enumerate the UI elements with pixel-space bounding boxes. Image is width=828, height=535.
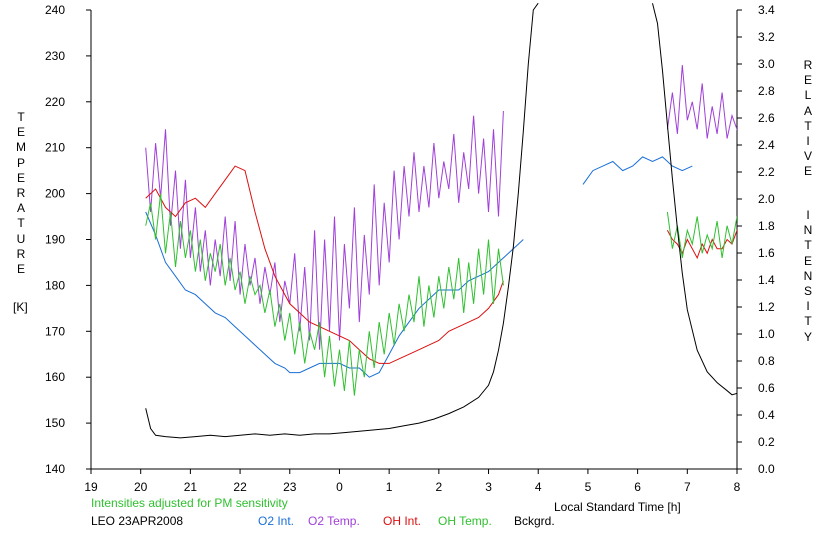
right-tick-label: 2.8 [758, 84, 775, 98]
legend-o2-temp: O2 Temp. [308, 514, 360, 528]
sensitivity-note: Intensities adjusted for PM sensitivity [91, 496, 288, 510]
right-axis-ticks: 0.0 0.2 0.4 0.6 0.8 1.0 1.2 1.4 1.6 1.8 2.0 2.2 2.4 2… [737, 3, 775, 476]
left-tick-label: 230 [45, 49, 65, 63]
left-tick-label: 240 [45, 3, 65, 17]
plot-frame [90, 10, 738, 470]
left-tick-label: 180 [45, 278, 65, 292]
x-tick-label: 7 [684, 480, 691, 494]
series-line-oh-int [145, 165, 504, 364]
x-tick-label: 2 [436, 480, 443, 494]
right-tick-label: 0.4 [758, 408, 775, 422]
left-tick-label: 200 [45, 187, 65, 201]
x-tick-label: 21 [184, 480, 198, 494]
x-tick-label: 4 [535, 480, 542, 494]
legend-o2-int: O2 Int. [258, 514, 295, 528]
left-tick-label: 170 [45, 324, 65, 338]
right-tick-label: 3.4 [758, 3, 775, 17]
left-tick-label: 210 [45, 141, 65, 155]
left-axis-unit: [K] [13, 300, 28, 314]
x-tick-label: 6 [634, 480, 641, 494]
right-tick-label: 0.2 [758, 435, 775, 449]
left-axis-ticks: 140 150 160 170 180 190 200 210 220 230 240 [45, 3, 91, 476]
left-tick-label: 150 [45, 416, 65, 430]
right-tick-label: 3.2 [758, 30, 775, 44]
left-tick-label: 190 [45, 233, 65, 247]
right-tick-label: 0.0 [758, 462, 775, 476]
x-axis-label: Local Standard Time [h] [554, 500, 681, 514]
right-tick-label: 0.8 [758, 354, 775, 368]
right-tick-label: 1.8 [758, 219, 775, 233]
x-tick-label: 22 [233, 480, 247, 494]
x-axis-ticks: 19 20 21 22 23 0 1 2 3 4 5 6 7 8 [84, 469, 741, 494]
right-tick-label: 1.0 [758, 327, 775, 341]
x-tick-label: 5 [585, 480, 592, 494]
right-tick-label: 1.2 [758, 300, 775, 314]
left-tick-label: 140 [45, 462, 65, 476]
right-tick-label: 2.4 [758, 138, 775, 152]
x-tick-label: 1 [386, 480, 393, 494]
x-tick-label: 23 [283, 480, 297, 494]
x-tick-label: 8 [734, 480, 741, 494]
left-tick-label: 220 [45, 95, 65, 109]
series-line-oh-temp [666, 211, 737, 258]
legend-oh-int: OH Int. [383, 514, 422, 528]
x-tick-label: 0 [336, 480, 343, 494]
station-date: LEO 23APR2008 [91, 514, 184, 528]
legend-oh-temp: OH Temp. [438, 514, 492, 528]
series-line-o2-temp [666, 65, 737, 139]
right-tick-label: 3.0 [758, 57, 775, 71]
x-tick-label: 19 [84, 480, 98, 494]
data-series [145, 2, 737, 439]
series-line-bckgrd [145, 2, 539, 439]
right-tick-label: 2.6 [758, 111, 775, 125]
series-line-o2-int [582, 156, 693, 185]
series-line-o2-temp [145, 110, 504, 350]
series-line-oh-temp [145, 193, 504, 396]
x-tick-label: 20 [134, 480, 148, 494]
legend-bckgrd: Bckgrd. [514, 514, 555, 528]
right-tick-label: 0.6 [758, 381, 775, 395]
x-tick-label: 3 [485, 480, 492, 494]
right-tick-label: 1.4 [758, 273, 775, 287]
right-tick-label: 1.6 [758, 246, 775, 260]
series-line-bckgrd [652, 3, 737, 396]
right-tick-label: 2.0 [758, 192, 775, 206]
left-tick-label: 160 [45, 370, 65, 384]
series-line-o2-int [145, 211, 524, 378]
right-tick-label: 2.2 [758, 165, 775, 179]
